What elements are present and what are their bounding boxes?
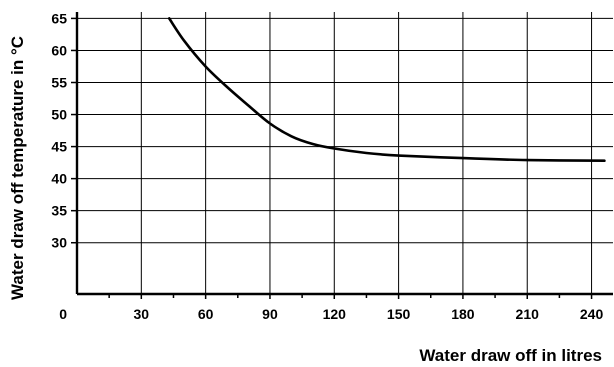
temperature-curve-0	[167, 17, 606, 162]
x-tick-label-210: 210	[516, 306, 540, 322]
y-tick-label-35: 35	[51, 203, 67, 219]
y-tick-label-50: 50	[51, 107, 67, 123]
y-tick-label-55: 55	[51, 75, 67, 91]
x-axis-title: Water draw off in litres	[419, 346, 602, 365]
x-tick-label-180: 180	[451, 306, 475, 322]
x-tick-label-90: 90	[262, 306, 278, 322]
y-axis-title: Water draw off temperature in °C	[8, 36, 27, 300]
grid	[77, 12, 613, 294]
y-tick-label-65: 65	[51, 10, 67, 26]
y-tick-label-30: 30	[51, 235, 67, 251]
series-layer	[167, 17, 606, 162]
y-tick-label-40: 40	[51, 171, 67, 187]
origin-label: 0	[59, 306, 67, 322]
y-tick-label-60: 60	[51, 42, 67, 58]
x-tick-label-30: 30	[134, 306, 150, 322]
x-tick-label-120: 120	[323, 306, 347, 322]
y-tick-label-45: 45	[51, 139, 67, 155]
axes	[71, 12, 613, 299]
x-tick-label-240: 240	[580, 306, 604, 322]
tick-labels: 30 60 90 120 150 180 210 240 30 35 40 45 50 55 60 65 0	[51, 10, 603, 322]
x-tick-label-60: 60	[198, 306, 214, 322]
x-tick-label-150: 150	[387, 306, 411, 322]
